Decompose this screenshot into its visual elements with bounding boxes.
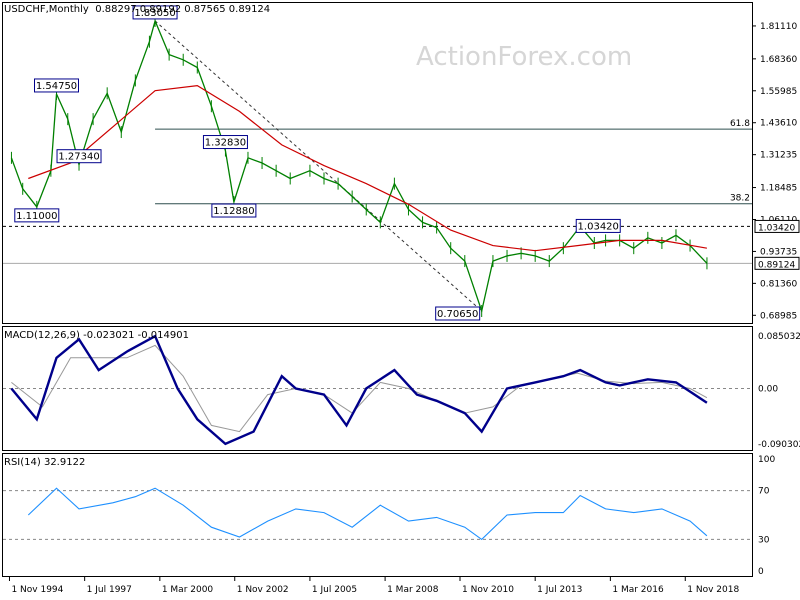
moving-average-line (28, 84, 708, 252)
annotation-label-5: 1.12880 (213, 206, 254, 217)
macd-tick-label: 0.085032 (758, 332, 800, 342)
x-tick-label: 1 Jul 2005 (312, 585, 357, 595)
price-tag-label-0: 1.03420 (758, 223, 795, 233)
x-tick-label: 1 Nov 2010 (462, 585, 514, 595)
annotation-box-4 (202, 135, 248, 150)
annotation-label-3: 1.11000 (16, 211, 57, 222)
annotation-label-4: 1.32830 (205, 138, 246, 149)
ohlc-values: 0.88297 0.89192 0.87565 0.89124 (95, 4, 271, 15)
price-tick-label: 0.81360 (760, 279, 797, 289)
rsi-panel-frame (2, 453, 753, 577)
price-tag-label-1: 0.89124 (758, 260, 795, 270)
axis-layer: 1.81110 1.68360 1.55985 1.43610 1.31235 1.184… (8, 22, 800, 595)
annotation-label-0: 1.83050 (134, 8, 175, 19)
price-layer: 61.8 38.2 1.83050 1.54750 1.27340 1.11000 1.32… (3, 5, 752, 321)
annotation-box-5 (211, 203, 257, 218)
trend-line (154, 20, 483, 312)
macd-title: MACD(12,26,9) -0.023021 -0.014901 (4, 330, 189, 341)
price-tick-label: 0.68985 (760, 311, 797, 321)
rsi-line (27, 487, 708, 541)
x-tick-label: 1 Jul 2013 (537, 585, 582, 595)
annotation-label-1: 1.54750 (36, 81, 77, 92)
x-tick-label: 1 Jul 1997 (87, 585, 132, 595)
rsi-tick-label: 70 (758, 487, 770, 497)
annotation-label-7: 1.03420 (578, 221, 619, 232)
price-series-line (10, 18, 708, 314)
price-panel-frame (2, 2, 753, 324)
fib-label-38.2: 38.2 (730, 194, 750, 204)
price-tick-label: 1.68360 (760, 55, 797, 65)
x-tick-label: 1 Nov 2018 (687, 585, 739, 595)
x-tick-label: 1 Mar 2016 (612, 585, 664, 595)
macd-line (10, 334, 708, 446)
x-tick-label: 1 Mar 2000 (162, 585, 214, 595)
rsi-tick-label: 100 (758, 455, 775, 465)
price-tick-label: 0.93735 (760, 247, 797, 257)
rsi-tick-label: 0 (758, 567, 764, 577)
price-tick-label: 1.55985 (760, 87, 797, 97)
x-tick-label: 1 Mar 2008 (387, 585, 439, 595)
rsi-tick-label: 30 (758, 535, 770, 545)
macd-layer (3, 334, 752, 446)
annotation-box-1 (34, 78, 79, 93)
price-tick-label: 1.18485 (760, 184, 797, 194)
macd-panel-frame (2, 326, 753, 451)
price-tick-label: 1.31235 (760, 151, 797, 161)
annotation-label-2: 1.27340 (58, 152, 99, 163)
rsi-title: RSI(14) 32.9122 (4, 457, 86, 468)
watermark: ActionForex.com (416, 42, 633, 72)
price-tick-label: 1.81110 (760, 22, 797, 32)
rsi-layer (3, 487, 752, 541)
annotation-box-6 (435, 306, 481, 321)
price-tag-box-1 (754, 256, 800, 270)
annotation-box-2 (56, 149, 102, 164)
x-tick-label: 1 Nov 1994 (11, 585, 63, 595)
price-tick-label: 1.43610 (760, 119, 797, 129)
annotation-box-3 (14, 208, 60, 223)
symbol-title: USDCHF,Monthly 0.88297 0.89192 0.87565 0… (4, 4, 270, 15)
symbol-label: USDCHF,Monthly (4, 4, 89, 15)
annotation-box-0 (132, 5, 178, 20)
annotation-box-7 (575, 218, 621, 233)
x-tick-label: 1 Nov 2002 (237, 585, 289, 595)
annotation-label-6: 0.70650 (437, 309, 478, 320)
macd-tick-label: 0.00 (758, 385, 778, 395)
macd-tick-label: -0.090302 (758, 440, 800, 450)
fib-label-61.8: 61.8 (730, 119, 750, 129)
price-tag-box-0 (754, 219, 800, 233)
